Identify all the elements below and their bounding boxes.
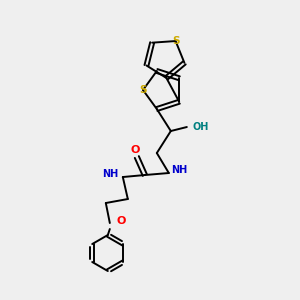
Text: NH: NH — [103, 169, 119, 179]
Text: S: S — [139, 85, 147, 95]
Text: OH: OH — [193, 122, 209, 132]
Text: NH: NH — [171, 165, 187, 175]
Text: O: O — [130, 145, 140, 155]
Text: O: O — [117, 216, 126, 226]
Text: S: S — [172, 36, 179, 46]
